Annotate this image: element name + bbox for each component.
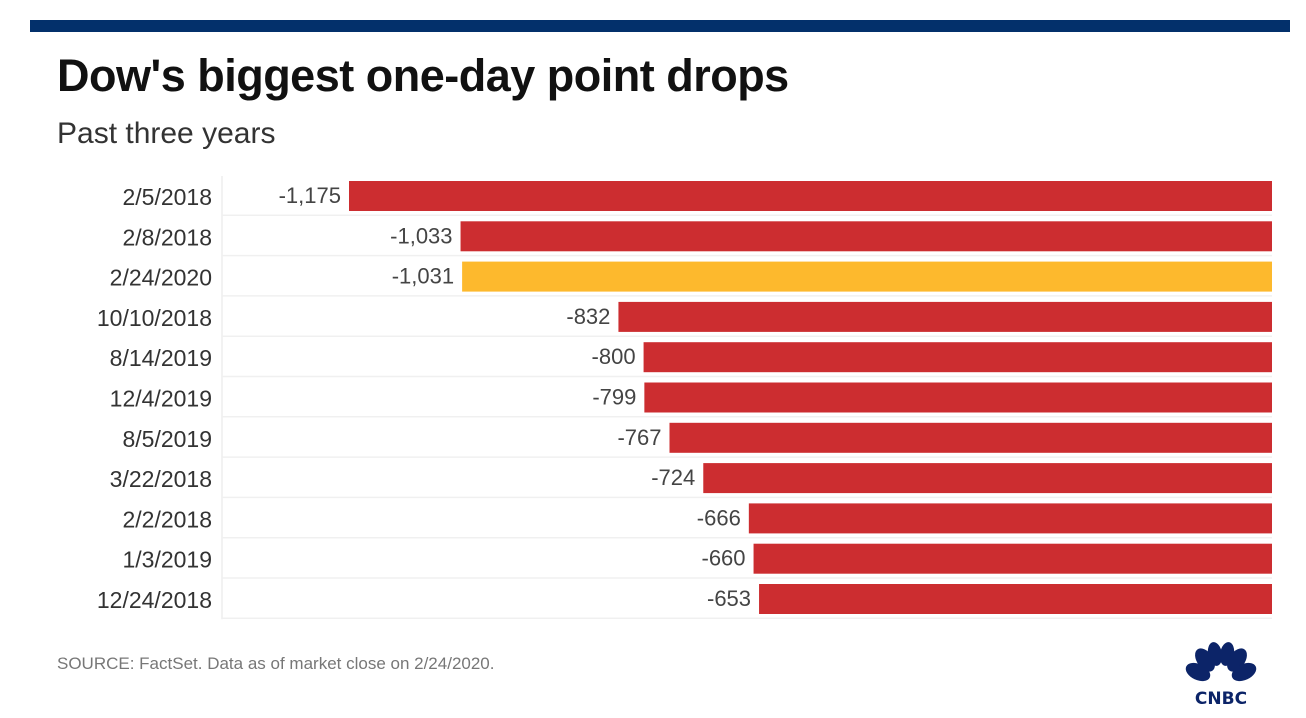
- value-label: -832: [566, 304, 610, 329]
- bar: [349, 181, 1272, 211]
- bar: [748, 503, 1272, 534]
- bar: [703, 463, 1272, 494]
- value-label: -666: [697, 505, 741, 530]
- category-label: 12/4/2019: [110, 386, 212, 412]
- chart-subtitle: Past three years: [57, 117, 276, 150]
- value-label: -1,033: [390, 223, 452, 248]
- value-label: -1,175: [279, 183, 341, 208]
- bar: [753, 543, 1272, 574]
- category-label: 2/24/2020: [110, 265, 212, 291]
- bar: [669, 422, 1272, 453]
- bar: [618, 301, 1272, 332]
- bar: [643, 342, 1272, 373]
- category-label: 8/14/2019: [110, 345, 212, 371]
- category-label: 3/22/2018: [110, 466, 212, 492]
- value-label: -653: [707, 586, 751, 611]
- value-label: -724: [651, 465, 695, 490]
- cnbc-logo-icon: CNBC: [1185, 642, 1257, 708]
- category-label: 8/5/2019: [122, 426, 212, 452]
- category-label: 2/5/2018: [122, 184, 212, 210]
- bar-highlight: [462, 261, 1273, 292]
- value-label: -799: [592, 385, 636, 410]
- value-label: -1,031: [392, 264, 454, 289]
- bar: [759, 584, 1272, 614]
- logo-text: CNBC: [1195, 689, 1247, 708]
- category-label: 10/10/2018: [97, 305, 212, 331]
- peacock-feathers: [1185, 642, 1257, 682]
- category-label: 2/2/2018: [122, 506, 212, 532]
- bar: [644, 382, 1272, 413]
- bar: [460, 221, 1272, 252]
- category-label: 12/24/2018: [97, 587, 212, 613]
- value-label: -767: [617, 425, 661, 450]
- category-label: 2/8/2018: [122, 224, 212, 250]
- source-note: SOURCE: FactSet. Data as of market close…: [57, 654, 495, 673]
- chart-title: Dow's biggest one-day point drops: [57, 50, 789, 101]
- value-label: -660: [702, 546, 746, 571]
- top-banner: [30, 20, 1290, 32]
- value-label: -800: [592, 344, 636, 369]
- category-label: 1/3/2019: [122, 547, 212, 573]
